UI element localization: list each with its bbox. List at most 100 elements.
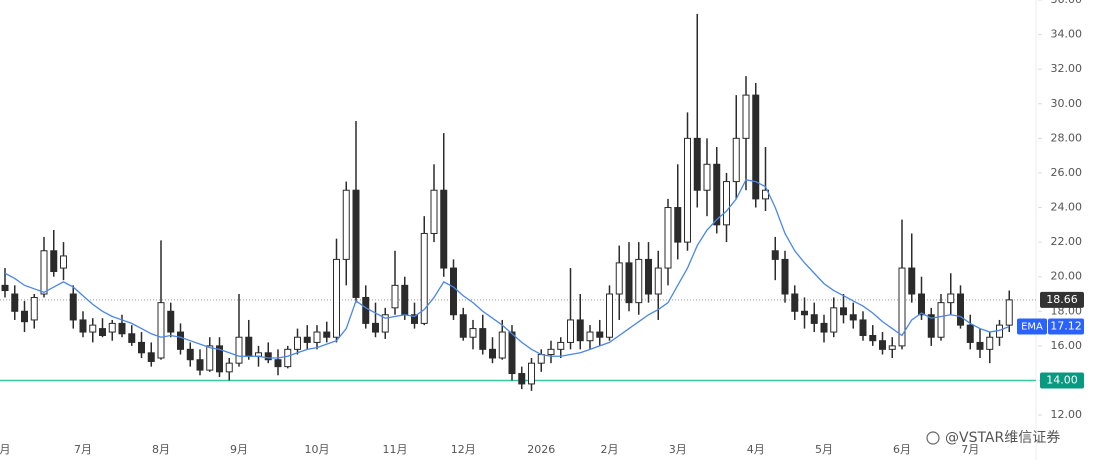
candle-body bbox=[976, 341, 984, 350]
x-tick-label: 7月 bbox=[74, 443, 92, 456]
candle-body bbox=[30, 296, 38, 321]
support-label: 14.00 bbox=[1046, 373, 1078, 386]
candle-body bbox=[284, 348, 292, 368]
y-tick-label: 34.00 bbox=[1051, 28, 1083, 41]
candle-body bbox=[40, 250, 48, 295]
candle-body bbox=[654, 267, 662, 295]
candle-body bbox=[225, 362, 233, 373]
y-tick-label: 30.00 bbox=[1051, 97, 1083, 110]
candle-body bbox=[586, 331, 594, 342]
ema-value-badge bbox=[1048, 318, 1084, 335]
candle-body bbox=[60, 255, 67, 269]
candle-body bbox=[576, 319, 584, 342]
y-tick-label: 32.00 bbox=[1051, 62, 1083, 75]
y-tick-label: 20.00 bbox=[1051, 270, 1083, 283]
x-tick-label: 5月 bbox=[815, 443, 833, 456]
x-tick-label: 9月 bbox=[230, 443, 248, 456]
candle-body bbox=[508, 331, 516, 375]
candle-body bbox=[713, 163, 721, 226]
candle-body bbox=[264, 352, 272, 361]
candle-body bbox=[420, 232, 428, 324]
candle-body bbox=[801, 310, 808, 316]
candle-body bbox=[830, 307, 838, 333]
candle-body bbox=[771, 250, 779, 260]
y-tick-label: 16.00 bbox=[1051, 339, 1083, 352]
candle-body bbox=[99, 328, 106, 337]
candle-body bbox=[957, 293, 964, 326]
candle-body bbox=[11, 293, 19, 312]
candle-body bbox=[927, 314, 935, 338]
ema-value-label: 17.12 bbox=[1050, 320, 1082, 333]
candle-body bbox=[557, 341, 565, 350]
watermark-icon bbox=[926, 431, 940, 445]
candle-body bbox=[537, 354, 545, 364]
candle-body bbox=[820, 322, 828, 333]
candle-body bbox=[645, 258, 652, 295]
candle-body bbox=[547, 348, 555, 356]
candle-body bbox=[869, 335, 877, 342]
candle-body bbox=[21, 310, 28, 323]
candle-body bbox=[596, 331, 604, 338]
y-tick-label: 22.00 bbox=[1051, 235, 1083, 248]
candle-body bbox=[450, 267, 457, 316]
ema-name: EMA bbox=[1021, 322, 1043, 333]
candle-body bbox=[108, 322, 116, 333]
candle-body bbox=[235, 336, 243, 364]
candle-body bbox=[518, 373, 526, 385]
candle-body bbox=[1, 284, 9, 292]
candle-body bbox=[430, 189, 438, 234]
ema-name-badge bbox=[1017, 318, 1047, 335]
candle-body bbox=[966, 324, 974, 343]
candle-body bbox=[498, 331, 506, 359]
candle-body bbox=[849, 314, 857, 321]
support-badge bbox=[1040, 372, 1084, 389]
candle-body bbox=[79, 319, 87, 333]
x-tick-label: 10月 bbox=[305, 443, 330, 456]
candle-body bbox=[372, 322, 379, 333]
candle-body bbox=[947, 293, 955, 304]
candle-body bbox=[723, 181, 730, 226]
candle-body bbox=[177, 331, 184, 350]
candle-body bbox=[732, 137, 740, 183]
candle-body bbox=[742, 94, 750, 139]
candle-body bbox=[840, 307, 847, 316]
candle-body bbox=[625, 262, 633, 304]
candle-body bbox=[879, 340, 886, 350]
candle-body bbox=[411, 314, 418, 324]
candle-body bbox=[898, 267, 906, 347]
candle-body bbox=[489, 348, 496, 359]
candle-body bbox=[342, 189, 350, 260]
candle-body bbox=[567, 319, 574, 343]
candle-body bbox=[206, 345, 214, 371]
last-price-label: 18.66 bbox=[1046, 293, 1078, 306]
candle-body bbox=[118, 322, 126, 335]
x-tick-label: 12月 bbox=[451, 443, 476, 456]
candle-body bbox=[186, 348, 194, 361]
candle-body bbox=[274, 359, 282, 368]
candle-body bbox=[50, 250, 58, 273]
y-tick-label: 12.00 bbox=[1051, 408, 1083, 421]
x-tick-label: 月 bbox=[0, 443, 11, 456]
candle-body bbox=[138, 341, 145, 354]
candle-body bbox=[362, 296, 370, 324]
x-tick-label: 2月 bbox=[601, 443, 619, 456]
candle-body bbox=[781, 258, 789, 295]
candle-body bbox=[128, 333, 136, 343]
candle-body bbox=[1005, 299, 1013, 326]
candle-body bbox=[479, 328, 487, 350]
candle-body bbox=[352, 189, 360, 298]
candle-body bbox=[674, 207, 682, 243]
candle-body bbox=[859, 319, 867, 337]
x-tick-label: 11月 bbox=[383, 443, 408, 456]
x-tick-label: 7月 bbox=[961, 443, 979, 456]
y-tick-label: 28.00 bbox=[1051, 131, 1083, 144]
candle-body bbox=[810, 314, 818, 324]
ema-line bbox=[4, 179, 1010, 359]
candle-body bbox=[245, 336, 253, 357]
candle-body bbox=[391, 284, 399, 309]
candle-body bbox=[469, 328, 477, 338]
candle-body bbox=[635, 258, 643, 304]
candle-body bbox=[313, 331, 321, 343]
x-tick-label: 4月 bbox=[747, 443, 765, 456]
